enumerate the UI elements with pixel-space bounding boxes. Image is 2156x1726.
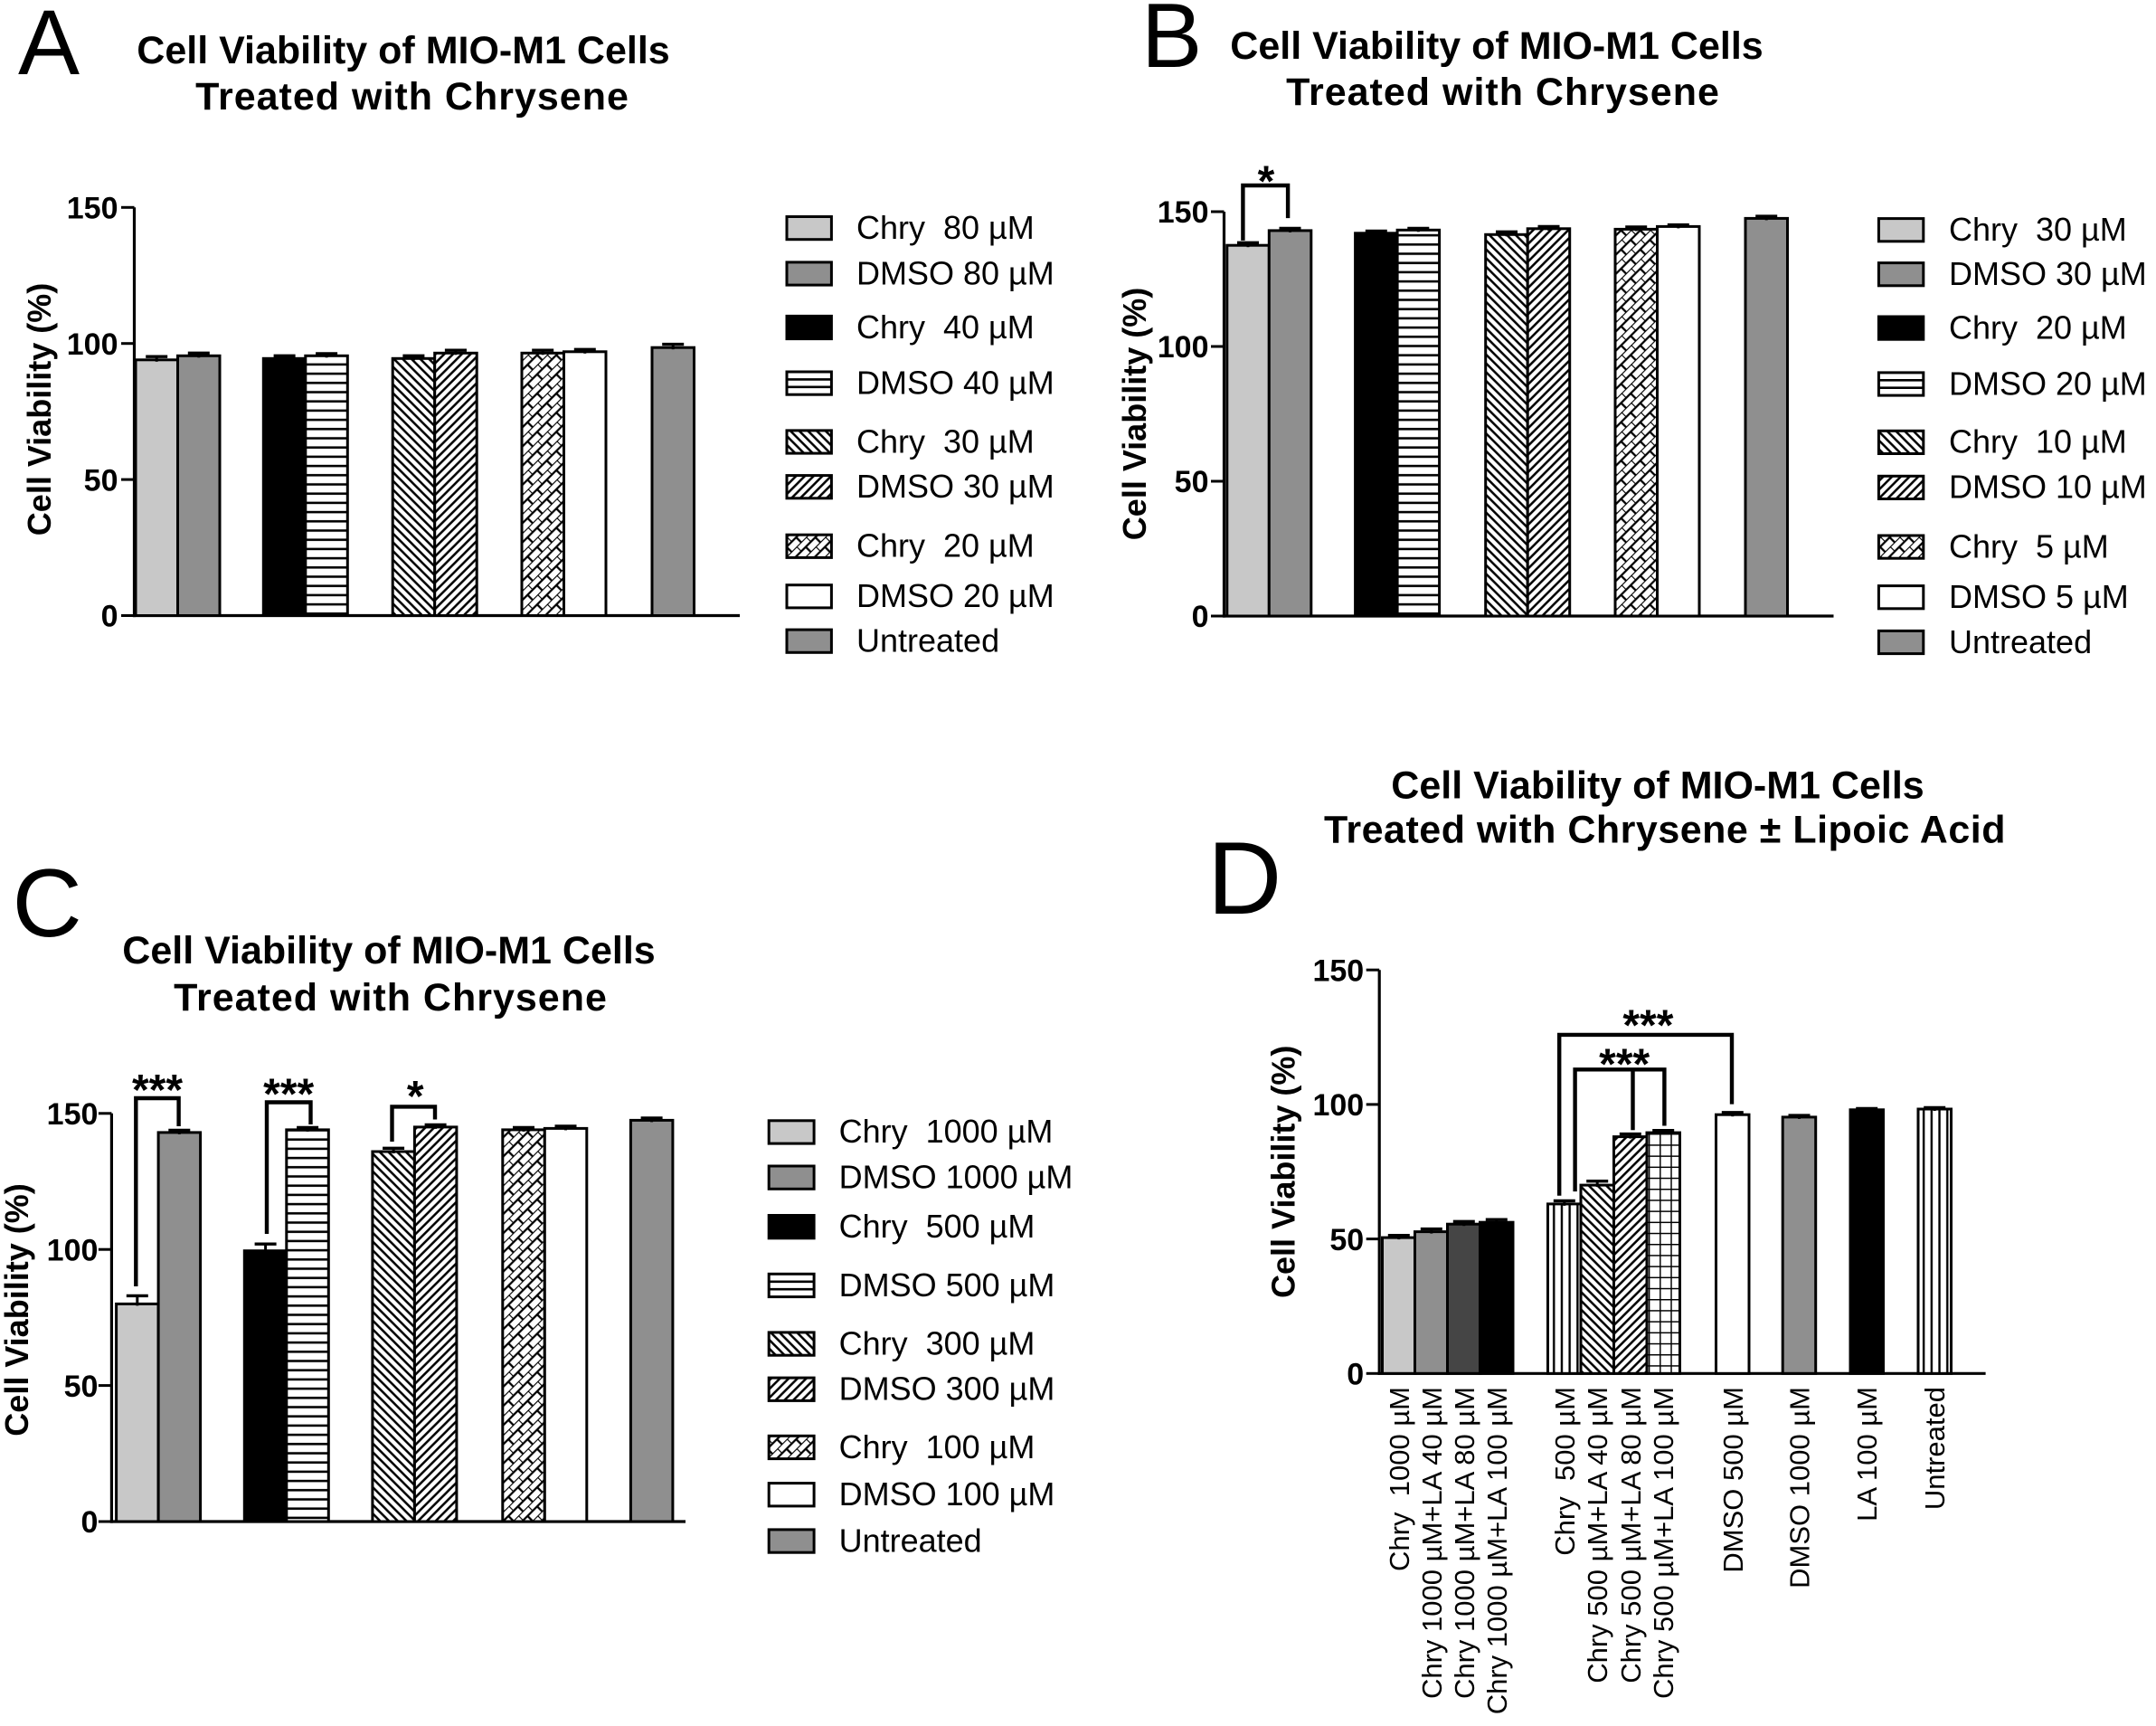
svg-text:Chry 1000 µM+LA 40 µM: Chry 1000 µM+LA 40 µM: [1416, 1387, 1448, 1699]
svg-text:150: 150: [67, 192, 118, 226]
svg-text:Chry 20 µM: Chry 20 µM: [1949, 308, 2127, 346]
svg-text:Chry 500 µM: Chry 500 µM: [1549, 1387, 1581, 1556]
svg-text:Chry 500 µM: Chry 500 µM: [839, 1208, 1035, 1245]
svg-text:C: C: [13, 849, 82, 957]
svg-text:Chry 80 µM: Chry 80 µM: [856, 209, 1035, 246]
svg-text:Chry 500 µM+LA 40 µM: Chry 500 µM+LA 40 µM: [1582, 1387, 1613, 1683]
svg-text:*: *: [407, 1073, 424, 1121]
svg-text:D: D: [1207, 821, 1281, 936]
svg-text:150: 150: [47, 1097, 99, 1132]
svg-text:Cell Viability (%): Cell Viability (%): [21, 283, 58, 536]
svg-text:Cell Viability (%): Cell Viability (%): [1265, 1046, 1302, 1298]
svg-text:Chry 5 µM: Chry 5 µM: [1949, 527, 2109, 564]
svg-text:100: 100: [67, 327, 118, 362]
svg-text:100: 100: [1158, 330, 1209, 365]
svg-text:Cell Viability (%): Cell Viability (%): [1116, 288, 1153, 540]
svg-text:Chry 1000 µM+LA 80 µM: Chry 1000 µM+LA 80 µM: [1449, 1387, 1480, 1699]
svg-text:DMSO 100 µM: DMSO 100 µM: [839, 1475, 1055, 1513]
svg-text:Chry 30 µM: Chry 30 µM: [856, 422, 1035, 460]
svg-text:DMSO 500 µM: DMSO 500 µM: [839, 1266, 1055, 1304]
svg-text:50: 50: [84, 463, 118, 498]
svg-text:50: 50: [1329, 1223, 1364, 1257]
svg-text:Cell Viability of MIO-M1 Cells: Cell Viability of MIO-M1 Cells: [137, 29, 669, 72]
svg-text:Chry 300 µM: Chry 300 µM: [839, 1324, 1035, 1361]
svg-text:LA 100 µM: LA 100 µM: [1851, 1387, 1883, 1522]
svg-text:Cell Viability of MIO-M1 Cells: Cell Viability of MIO-M1 Cells: [122, 929, 655, 972]
svg-text:Untreated: Untreated: [839, 1522, 982, 1559]
svg-text:Cell Viability (%): Cell Viability (%): [0, 1183, 35, 1436]
svg-text:Chry 1000 µM: Chry 1000 µM: [839, 1113, 1054, 1150]
svg-text:150: 150: [1312, 953, 1364, 988]
svg-text:Chry 100 µM: Chry 100 µM: [839, 1428, 1035, 1465]
svg-text:***: ***: [1622, 1002, 1673, 1050]
svg-text:DMSO 20 µM: DMSO 20 µM: [1949, 365, 2147, 402]
svg-text:***: ***: [132, 1067, 183, 1114]
svg-text:DMSO 10 µM: DMSO 10 µM: [1949, 469, 2147, 506]
svg-text:150: 150: [1158, 195, 1209, 230]
svg-text:Chry 1000 µM: Chry 1000 µM: [1384, 1387, 1415, 1571]
svg-text:Treated with Chrysene: Treated with Chrysene: [1286, 71, 1720, 114]
svg-text:100: 100: [1312, 1088, 1364, 1123]
svg-text:DMSO 5 µM: DMSO 5 µM: [1949, 578, 2129, 615]
svg-text:Untreated: Untreated: [1949, 623, 2092, 660]
svg-text:Cell Viability of MIO-M1 Cells: Cell Viability of MIO-M1 Cells: [1230, 24, 1763, 68]
svg-text:DMSO 20 µM: DMSO 20 µM: [856, 577, 1054, 614]
svg-text:Cell Viability of MIO-M1 Cells: Cell Viability of MIO-M1 Cells: [1391, 763, 1924, 807]
svg-text:B: B: [1141, 0, 1202, 87]
svg-text:DMSO 30 µM: DMSO 30 µM: [1949, 255, 2147, 292]
svg-text:Chry 40 µM: Chry 40 µM: [856, 308, 1035, 346]
svg-text:Chry 20 µM: Chry 20 µM: [856, 527, 1035, 564]
svg-text:Untreated: Untreated: [856, 622, 999, 659]
svg-text:*: *: [1258, 158, 1275, 206]
svg-text:50: 50: [64, 1370, 99, 1404]
svg-text:0: 0: [1192, 600, 1209, 634]
svg-text:Chry 500 µM+LA 100 µM: Chry 500 µM+LA 100 µM: [1648, 1387, 1679, 1699]
svg-text:Treated with Chrysene: Treated with Chrysene: [195, 75, 629, 119]
svg-text:0: 0: [101, 600, 118, 634]
svg-text:DMSO 500 µM: DMSO 500 µM: [1717, 1387, 1749, 1573]
svg-text:***: ***: [263, 1071, 314, 1119]
svg-text:Treated with Chrysene ± Lipoic: Treated with Chrysene ± Lipoic Acid: [1324, 808, 2006, 851]
svg-text:Chry 10 µM: Chry 10 µM: [1949, 423, 2127, 460]
svg-text:***: ***: [1599, 1041, 1650, 1089]
svg-text:0: 0: [1347, 1358, 1364, 1392]
svg-text:Chry 500 µM+LA 80 µM: Chry 500 µM+LA 80 µM: [1615, 1387, 1647, 1683]
svg-text:50: 50: [1175, 465, 1209, 499]
svg-text:Chry 30 µM: Chry 30 µM: [1949, 211, 2127, 248]
svg-text:Chry 1000 µM+LA 100 µM: Chry 1000 µM+LA 100 µM: [1481, 1387, 1513, 1714]
svg-text:Untreated: Untreated: [1919, 1387, 1951, 1510]
svg-text:DMSO 1000 µM: DMSO 1000 µM: [839, 1159, 1073, 1196]
svg-text:A: A: [18, 0, 80, 94]
svg-text:DMSO 300 µM: DMSO 300 µM: [839, 1370, 1055, 1408]
svg-text:0: 0: [80, 1505, 98, 1540]
svg-text:100: 100: [47, 1233, 99, 1267]
svg-text:DMSO 30 µM: DMSO 30 µM: [856, 468, 1054, 505]
svg-text:DMSO 1000 µM: DMSO 1000 µM: [1784, 1387, 1816, 1588]
svg-text:DMSO 40 µM: DMSO 40 µM: [856, 364, 1054, 401]
svg-text:DMSO 80 µM: DMSO 80 µM: [856, 254, 1054, 291]
svg-text:Treated with Chrysene: Treated with Chrysene: [174, 976, 608, 1019]
